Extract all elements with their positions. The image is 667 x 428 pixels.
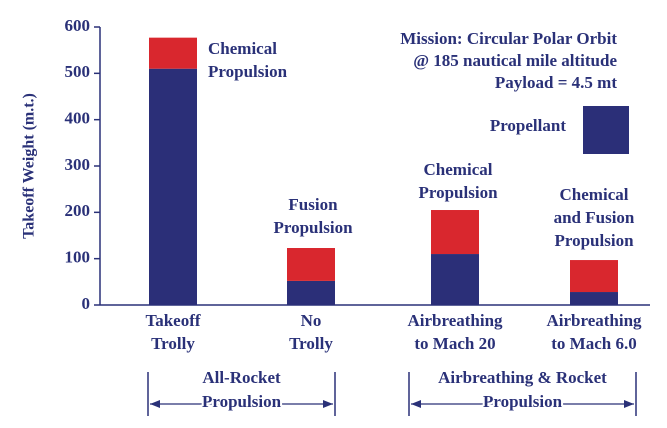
x-tick-label: to Mach 20 [414,334,495,353]
annotation: Chemical [208,39,277,58]
bar-segment [287,280,335,305]
y-tick-label: 200 [65,201,91,220]
annotation: Chemical [560,185,629,204]
group-label: Airbreathing & Rocket [438,368,607,387]
bar-segment [570,260,618,293]
x-tick-label: Airbreathing [407,311,503,330]
mission-text: Mission: Circular Polar Orbit [400,29,617,48]
annotation: Propulsion [554,231,634,250]
y-tick-label: 600 [65,16,91,35]
x-tick-label: No [301,311,322,330]
annotation: Propulsion [418,183,498,202]
y-tick-label: 0 [82,294,91,313]
bar-segment [570,292,618,305]
group-label: All-Rocket [202,368,281,387]
legend-swatch [583,106,629,154]
bar-segment [431,210,479,255]
y-axis-label: Takeoff Weight (m.t.) [21,93,38,239]
x-tick-label: to Mach 6.0 [551,334,636,353]
annotation: Fusion [288,195,338,214]
y-tick-label: 500 [65,62,91,81]
x-tick-label: Trolly [151,334,195,353]
mission-text: @ 185 nautical mile altitude [413,51,617,70]
annotation: and Fusion [554,208,635,227]
x-tick-label: Takeoff [145,311,200,330]
x-tick-label: Airbreathing [546,311,642,330]
annotation: Chemical [424,160,493,179]
group-label: Propulsion [483,392,563,411]
bar-segment [149,37,197,69]
mission-text: Payload = 4.5 mt [495,73,617,92]
annotation: Propulsion [208,62,288,81]
group-label: Propulsion [202,392,282,411]
x-tick-label: Trolly [289,334,333,353]
legend-label: Propellant [490,116,567,135]
y-tick-label: 300 [65,155,91,174]
bar-segment [431,254,479,305]
annotation: Propulsion [273,218,353,237]
bar-segment [287,248,335,281]
bar-segment [149,68,197,305]
y-tick-label: 400 [65,109,91,128]
y-tick-label: 100 [65,248,91,267]
